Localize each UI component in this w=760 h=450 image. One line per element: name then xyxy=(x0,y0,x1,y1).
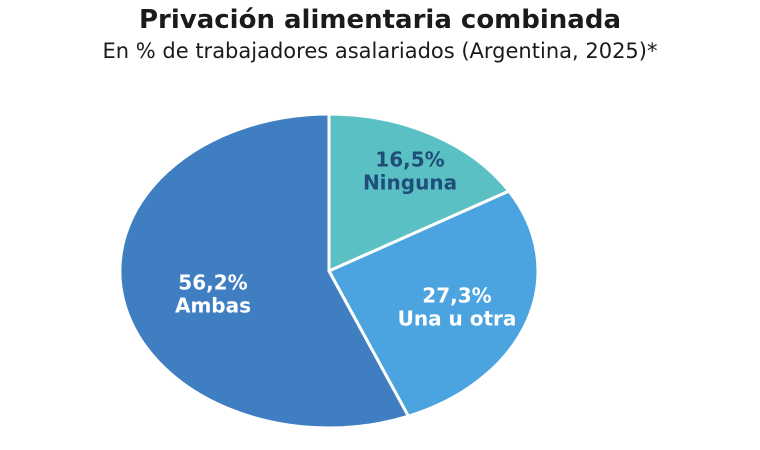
pie-label-ninguna: 16,5% Ninguna xyxy=(363,148,457,195)
chart-subtitle: En % de trabajadores asalariados (Argent… xyxy=(102,39,658,63)
pie-slice-ambas xyxy=(118,112,410,430)
chart-title: Privación alimentaria combinada xyxy=(138,5,622,35)
pie-label-ambas: 56,2% Ambas xyxy=(175,271,251,318)
pie-slice-una-u-otra xyxy=(327,189,540,418)
pie-slice-ninguna xyxy=(327,112,511,273)
pie-label-una-u-otra: 27,3% Una u otra xyxy=(398,284,517,331)
